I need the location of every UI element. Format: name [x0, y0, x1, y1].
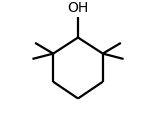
Text: OH: OH: [67, 1, 89, 15]
